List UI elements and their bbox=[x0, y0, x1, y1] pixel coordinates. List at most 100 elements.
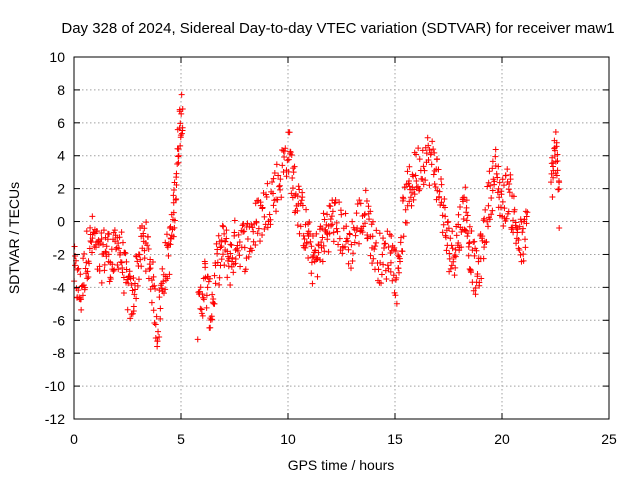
y-tick-label: -4 bbox=[53, 279, 66, 295]
data-point bbox=[151, 282, 158, 289]
data-point bbox=[157, 305, 164, 312]
data-point bbox=[207, 316, 214, 323]
data-point bbox=[112, 238, 119, 245]
data-point bbox=[136, 251, 143, 258]
plot-frame bbox=[73, 56, 610, 420]
data-point bbox=[458, 244, 465, 251]
data-point bbox=[496, 179, 503, 186]
data-point bbox=[227, 281, 234, 288]
data-point bbox=[100, 227, 107, 234]
data-point bbox=[497, 204, 504, 211]
data-point bbox=[499, 176, 506, 183]
data-point bbox=[78, 296, 85, 303]
data-point bbox=[285, 156, 292, 163]
data-point bbox=[231, 217, 238, 224]
y-tick-label: 8 bbox=[57, 82, 65, 98]
data-point bbox=[133, 295, 140, 302]
data-point bbox=[152, 335, 159, 342]
data-point bbox=[378, 280, 385, 287]
data-point bbox=[86, 245, 93, 252]
data-point bbox=[334, 228, 341, 235]
data-point bbox=[393, 300, 400, 307]
data-point bbox=[178, 130, 185, 137]
data-point bbox=[326, 230, 333, 237]
y-tick-label: 4 bbox=[57, 148, 65, 164]
data-point bbox=[80, 282, 87, 289]
data-point bbox=[430, 171, 437, 178]
data-point bbox=[359, 229, 366, 236]
data-point bbox=[356, 197, 363, 204]
data-point bbox=[126, 268, 133, 275]
data-point bbox=[289, 185, 296, 192]
data-point bbox=[413, 151, 420, 158]
data-point bbox=[370, 255, 377, 262]
data-point bbox=[552, 129, 559, 136]
y-tick-label: 6 bbox=[57, 115, 65, 131]
data-point bbox=[98, 236, 105, 243]
data-point bbox=[309, 233, 316, 240]
data-point bbox=[438, 181, 445, 188]
data-point bbox=[270, 190, 277, 197]
data-point bbox=[486, 216, 493, 223]
data-point bbox=[420, 163, 427, 170]
data-point bbox=[277, 186, 284, 193]
data-point bbox=[151, 320, 158, 327]
data-point bbox=[283, 173, 290, 180]
data-point bbox=[120, 274, 127, 281]
data-point bbox=[504, 166, 511, 173]
data-point bbox=[332, 196, 339, 203]
data-point bbox=[294, 222, 301, 229]
data-point bbox=[105, 251, 112, 258]
data-point bbox=[224, 248, 231, 255]
data-point bbox=[481, 244, 488, 251]
data-point bbox=[494, 189, 501, 196]
data-point bbox=[442, 234, 449, 241]
data-point bbox=[226, 255, 233, 262]
data-point bbox=[119, 239, 126, 246]
data-point bbox=[224, 274, 231, 281]
data-point bbox=[245, 253, 252, 260]
data-point bbox=[336, 199, 343, 206]
data-point bbox=[472, 291, 479, 298]
data-point bbox=[392, 247, 399, 254]
data-point bbox=[174, 161, 181, 168]
data-point bbox=[318, 239, 325, 246]
data-point bbox=[324, 236, 331, 243]
data-point bbox=[330, 238, 337, 245]
data-point bbox=[235, 231, 242, 238]
data-point bbox=[330, 229, 337, 236]
data-point bbox=[333, 219, 340, 226]
data-point bbox=[419, 147, 426, 154]
data-point bbox=[229, 254, 236, 261]
data-point bbox=[443, 247, 450, 254]
data-point bbox=[428, 161, 435, 168]
data-point bbox=[366, 216, 373, 223]
data-point bbox=[107, 275, 114, 282]
data-point bbox=[452, 246, 459, 253]
data-point bbox=[299, 194, 306, 201]
data-point bbox=[257, 238, 264, 245]
data-point bbox=[481, 215, 488, 222]
data-point bbox=[549, 194, 556, 201]
data-point bbox=[71, 243, 78, 250]
data-point bbox=[87, 224, 94, 231]
data-point bbox=[211, 300, 218, 307]
data-point bbox=[264, 180, 271, 187]
data-point bbox=[380, 261, 387, 268]
data-point bbox=[493, 170, 500, 177]
data-point bbox=[164, 244, 171, 251]
data-point bbox=[175, 152, 182, 159]
data-point bbox=[478, 275, 485, 282]
data-point bbox=[393, 274, 400, 281]
data-point bbox=[162, 286, 169, 293]
data-point bbox=[217, 244, 224, 251]
data-point bbox=[345, 246, 352, 253]
data-point bbox=[102, 248, 109, 255]
data-point bbox=[114, 262, 121, 269]
data-point bbox=[463, 197, 470, 204]
data-point bbox=[298, 197, 305, 204]
data-point bbox=[438, 199, 445, 206]
data-point bbox=[327, 203, 334, 210]
data-point bbox=[360, 223, 367, 230]
data-point bbox=[424, 134, 431, 141]
